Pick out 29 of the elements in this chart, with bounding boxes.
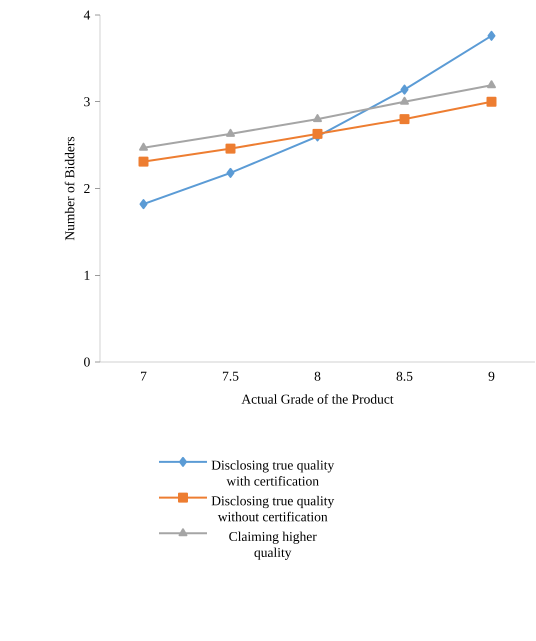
point (488, 30, 496, 41)
x-tick-label: 9 (488, 372, 494, 381)
legend-label: Disclosing true quality with certification (212, 460, 334, 486)
x-tick-label: 7.5 (222, 372, 238, 381)
point (486, 96, 496, 107)
point (226, 144, 236, 154)
point (313, 114, 322, 122)
point (400, 96, 409, 105)
point (400, 114, 410, 124)
y-tick-label: 0 (84, 357, 90, 367)
legend-label: Claiming higher quality (229, 532, 317, 560)
point (400, 84, 408, 95)
point (140, 199, 148, 210)
point (226, 168, 234, 178)
y-tick-label: 1 (84, 270, 90, 280)
x-tick-label: 8 (314, 372, 320, 381)
point (139, 142, 148, 151)
y-tick-label: 3 (84, 97, 90, 106)
point (312, 128, 322, 139)
y-tick-label: 4 (84, 10, 90, 20)
legend-label: Disclosing true quality without certification (212, 496, 334, 522)
point (487, 80, 496, 88)
point (138, 156, 148, 167)
x-tick-label: 8.5 (396, 372, 412, 381)
y-axis-title: Number of Bidders (64, 136, 74, 240)
y-tick-label: 2 (84, 184, 90, 193)
x-axis-title: Actual Grade of the Product (242, 394, 394, 404)
x-tick-label: 7 (141, 372, 146, 381)
point (226, 128, 235, 137)
